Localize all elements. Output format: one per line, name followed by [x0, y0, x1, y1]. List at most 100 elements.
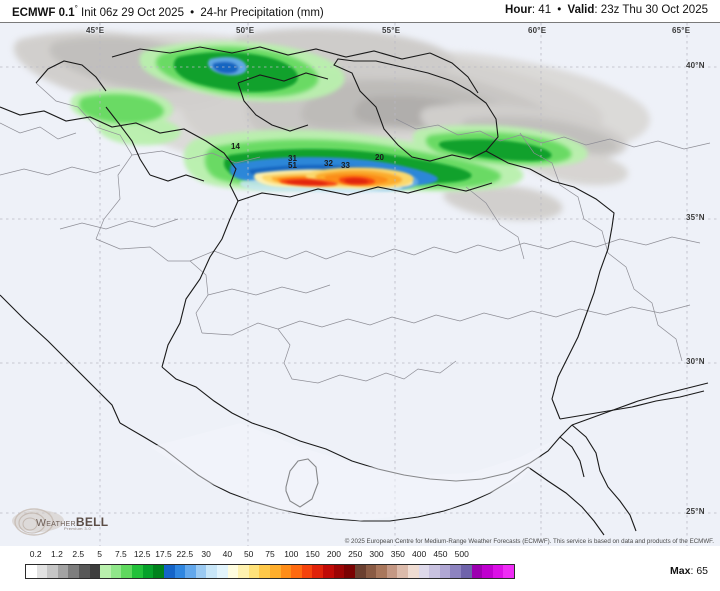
map-graphics [0, 23, 720, 547]
colorbar-tick-150: 150 [305, 549, 320, 559]
colorbar-swatch-43 [482, 565, 493, 578]
lat-label-25n: 25°N [686, 507, 705, 516]
colorbar-tick-0.2: 0.2 [29, 549, 42, 559]
colorbar-swatches[interactable] [25, 564, 515, 579]
admin-borders [0, 82, 711, 384]
colorbar-tick-1.2: 1.2 [51, 549, 63, 559]
precip-value-label-32: 32 [324, 159, 333, 168]
map-canvas[interactable]: 45°E 50°E 55°E 60°E 65°E 40°N 35°N 30°N … [0, 22, 720, 547]
colorbar-swatch-20 [238, 565, 249, 578]
ecmwf-credit: © 2025 European Centre for Medium-Range … [344, 538, 714, 545]
colorbar-tick-30: 30 [201, 549, 211, 559]
hour-label: Hour [505, 4, 532, 16]
header-title-left: ECMWF 0.1° Init 06z 29 Oct 2025 • 24-hr … [12, 4, 324, 19]
colorbar-swatch-26 [301, 565, 313, 578]
colorbar-swatch-0 [26, 565, 37, 578]
colorbar-swatch-12 [153, 565, 164, 578]
colorbar-tick-50: 50 [243, 549, 254, 559]
colorbar-swatch-40 [450, 565, 461, 578]
colorbar-tick-5: 5 [97, 549, 102, 559]
colorbar-swatch-37 [418, 565, 430, 578]
header-bullet-1: • [190, 6, 195, 19]
lon-label-60e: 60°E [528, 26, 547, 35]
colorbar-tick-500: 500 [454, 549, 469, 559]
colorbar-swatch-15 [185, 565, 196, 578]
colorbar-swatch-3 [57, 565, 69, 578]
weatherbell-logo-text: WeatherBELL [36, 515, 108, 529]
map-header: ECMWF 0.1° Init 06z 29 Oct 2025 • 24-hr … [0, 0, 720, 22]
lat-label-40n: 40°N [686, 61, 705, 70]
colorbar-swatch-9 [121, 565, 133, 578]
logo-bell-text: BELL [75, 515, 109, 529]
degree-symbol: ° [74, 4, 78, 13]
colorbar-tick-22.5: 22.5 [176, 549, 194, 559]
lon-label-65e: 65°E [672, 26, 691, 35]
colorbar-swatch-2 [47, 565, 58, 578]
hour-colon: : [531, 4, 536, 16]
colorbar-tick-7.5: 7.5 [114, 549, 127, 559]
colorbar-swatch-16 [195, 565, 207, 578]
weatherbell-logo: WeatherBELL Premium 3.0 [8, 505, 108, 539]
colorbar-swatch-24 [280, 565, 292, 578]
colorbar-swatch-42 [471, 565, 483, 578]
colorbar-tick-12.5: 12.5 [133, 549, 151, 559]
header-bullet-2: • [557, 4, 562, 16]
valid-colon: : [594, 4, 598, 16]
colorbar-swatch-27 [312, 565, 324, 578]
max-value: 65 [696, 565, 708, 577]
colorbar-swatch-25 [291, 565, 302, 578]
colorbar-swatch-14 [174, 565, 186, 578]
colorbar-tick-250: 250 [348, 549, 363, 559]
lon-label-50e: 50°E [236, 26, 255, 35]
colorbar-swatch-8 [110, 565, 122, 578]
colorbar-swatch-22 [259, 565, 271, 578]
colorbar-swatch-30 [344, 565, 355, 578]
colorbar-swatch-4 [68, 565, 80, 578]
colorbar-swatch-7 [100, 565, 111, 578]
colorbar-swatch-5 [79, 565, 90, 578]
precip-value-label-20: 20 [375, 153, 384, 162]
colorbar-swatch-28 [323, 565, 334, 578]
colorbar-swatch-32 [365, 565, 377, 578]
lon-label-55e: 55°E [382, 26, 401, 35]
colorbar-tick-200: 200 [326, 549, 341, 559]
max-colon: : [690, 565, 694, 577]
colorbar-tick-labels: 0.2 1.2 2.5 5 7.5 12.5 17.5 22.5 30 40 50 75 100 150 2… [25, 549, 515, 562]
colorbar-swatch-39 [439, 565, 451, 578]
lat-label-30n: 30°N [686, 357, 705, 366]
colorbar-tick-450: 450 [433, 549, 448, 559]
lat-label-35n: 35°N [686, 213, 705, 222]
colorbar-swatch-10 [132, 565, 143, 578]
colorbar-swatch-35 [397, 565, 408, 578]
precip-red-layer [279, 176, 376, 187]
colorbar-swatch-17 [206, 565, 217, 578]
colorbar-swatch-13 [163, 565, 175, 578]
weatherbell-logo-mark [12, 508, 64, 536]
lon-label-45e: 45°E [86, 26, 105, 35]
colorbar-swatch-34 [386, 565, 398, 578]
precip-value-label-51: 51 [288, 161, 297, 170]
valid-label: Valid [567, 4, 595, 16]
colorbar-tick-300: 300 [369, 549, 384, 559]
model-name: ECMWF 0.1 [12, 6, 75, 19]
colorbar-legend: 0.2 1.2 2.5 5 7.5 12.5 17.5 22.5 30 40 50 75 100 150 2… [0, 546, 720, 591]
colorbar-tick-350: 350 [390, 549, 405, 559]
colorbar-tick-75: 75 [265, 549, 275, 559]
colorbar-tick-400: 400 [412, 549, 427, 559]
colorbar-tick-2.5: 2.5 [72, 549, 85, 559]
precip-value-label-33: 33 [341, 161, 350, 170]
init-time: Init 06z 29 Oct 2025 [81, 6, 184, 19]
valid-value: 23z Thu 30 Oct 2025 [600, 4, 708, 16]
colorbar-swatch-1 [36, 565, 48, 578]
sea-fill [150, 423, 552, 521]
colorbar-swatch-41 [460, 565, 472, 578]
precipitation-field [13, 28, 650, 221]
colorbar-swatch-21 [248, 565, 260, 578]
logo-weather-text: Weather [36, 517, 76, 529]
hour-value: 41 [538, 4, 552, 16]
field-name: 24-hr Precipitation (mm) [200, 6, 324, 19]
max-label: Max [670, 565, 691, 577]
max-value-annotation: Max: 65 [670, 565, 708, 577]
colorbar-swatch-36 [407, 565, 419, 578]
